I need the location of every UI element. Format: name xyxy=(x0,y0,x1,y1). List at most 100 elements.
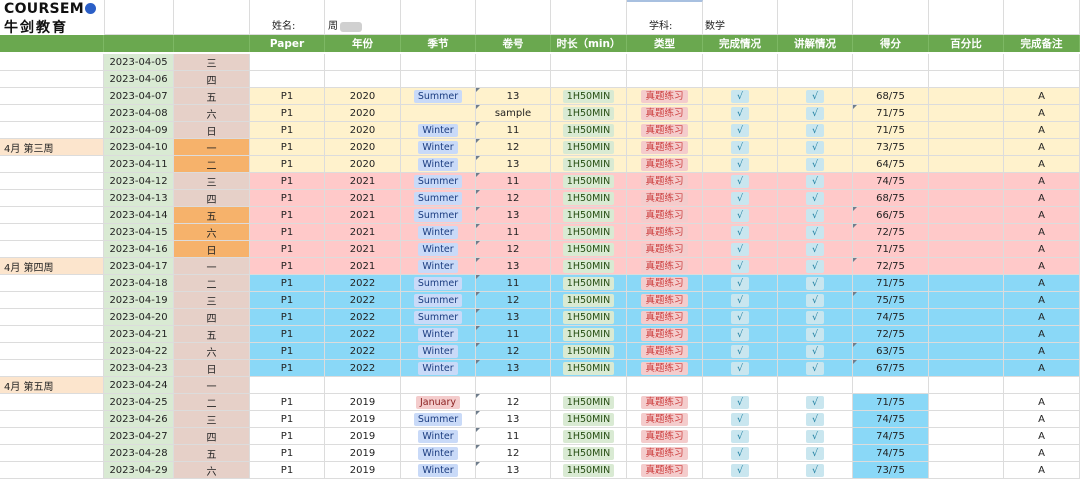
cell-vol[interactable]: 13 xyxy=(476,462,551,479)
cell-type[interactable]: 真题练习 xyxy=(627,462,703,479)
cell-season[interactable]: Winter xyxy=(401,326,476,343)
cell-paper[interactable]: P1 xyxy=(250,360,325,377)
cell-year[interactable]: 2020 xyxy=(325,105,401,122)
cell-dur[interactable]: 1H50MIN xyxy=(551,326,627,343)
cell-pct[interactable] xyxy=(929,224,1004,241)
cell-score[interactable]: 71/75 xyxy=(853,122,929,139)
cell-season[interactable]: Summer xyxy=(401,309,476,326)
cell-exp[interactable] xyxy=(778,71,853,88)
cell-year[interactable]: 2019 xyxy=(325,445,401,462)
cell-date[interactable]: 2023-04-12 xyxy=(104,173,174,190)
cell-pct[interactable] xyxy=(929,122,1004,139)
cell-season[interactable]: Winter xyxy=(401,343,476,360)
cell-year[interactable] xyxy=(325,54,401,71)
cell-dur[interactable]: 1H50MIN xyxy=(551,139,627,156)
cell-exp[interactable]: √ xyxy=(778,360,853,377)
cell-vol[interactable]: 13 xyxy=(476,156,551,173)
cell-year[interactable]: 2022 xyxy=(325,360,401,377)
cell-week[interactable] xyxy=(0,428,104,445)
cell-week[interactable] xyxy=(0,173,104,190)
header-type[interactable]: 类型 xyxy=(627,35,703,52)
cell-year[interactable]: 2022 xyxy=(325,326,401,343)
cell-year[interactable]: 2021 xyxy=(325,190,401,207)
cell-score[interactable]: 68/75 xyxy=(853,190,929,207)
cell-date[interactable]: 2023-04-29 xyxy=(104,462,174,479)
cell-season[interactable]: Winter xyxy=(401,360,476,377)
cell-done[interactable]: √ xyxy=(703,122,778,139)
cell-season[interactable] xyxy=(401,54,476,71)
cell-paper[interactable]: P1 xyxy=(250,88,325,105)
cell-type[interactable]: 真题练习 xyxy=(627,394,703,411)
cell-paper[interactable]: P1 xyxy=(250,105,325,122)
cell-dur[interactable]: 1H50MIN xyxy=(551,105,627,122)
cell-exp[interactable]: √ xyxy=(778,207,853,224)
cell-weekday[interactable]: 四 xyxy=(174,71,250,88)
top-blank-cell[interactable] xyxy=(104,0,174,35)
cell-done[interactable]: √ xyxy=(703,258,778,275)
cell-note[interactable]: A xyxy=(1004,122,1080,139)
cell-note[interactable]: A xyxy=(1004,309,1080,326)
cell-paper[interactable]: P1 xyxy=(250,343,325,360)
cell-type[interactable]: 真题练习 xyxy=(627,275,703,292)
header-year[interactable]: 年份 xyxy=(325,35,401,52)
cell-vol[interactable]: 13 xyxy=(476,258,551,275)
cell-type[interactable]: 真题练习 xyxy=(627,428,703,445)
cell-note[interactable]: A xyxy=(1004,394,1080,411)
cell-date[interactable]: 2023-04-22 xyxy=(104,343,174,360)
cell-note[interactable]: A xyxy=(1004,156,1080,173)
cell-vol[interactable]: 12 xyxy=(476,139,551,156)
cell-dur[interactable]: 1H50MIN xyxy=(551,462,627,479)
cell-date[interactable]: 2023-04-26 xyxy=(104,411,174,428)
header-cell-blank[interactable] xyxy=(104,35,174,52)
cell-vol[interactable]: 12 xyxy=(476,190,551,207)
header-paper[interactable]: Paper xyxy=(250,35,325,52)
cell-type[interactable]: 真题练习 xyxy=(627,88,703,105)
cell-weekday[interactable]: 六 xyxy=(174,105,250,122)
cell-note[interactable] xyxy=(1004,377,1080,394)
cell-pct[interactable] xyxy=(929,292,1004,309)
cell-pct[interactable] xyxy=(929,343,1004,360)
top-blank-cell[interactable] xyxy=(551,0,627,35)
cell-dur[interactable] xyxy=(551,71,627,88)
cell-weekday[interactable]: 一 xyxy=(174,377,250,394)
cell-season[interactable]: Summer xyxy=(401,207,476,224)
cell-done[interactable]: √ xyxy=(703,88,778,105)
cell-note[interactable]: A xyxy=(1004,224,1080,241)
cell-season[interactable]: Summer xyxy=(401,190,476,207)
cell-week[interactable] xyxy=(0,88,104,105)
header-completion[interactable]: 完成情况 xyxy=(703,35,778,52)
cell-dur[interactable]: 1H50MIN xyxy=(551,411,627,428)
cell-exp[interactable]: √ xyxy=(778,88,853,105)
cell-paper[interactable]: P1 xyxy=(250,326,325,343)
cell-paper[interactable]: P1 xyxy=(250,156,325,173)
cell-year[interactable]: 2021 xyxy=(325,173,401,190)
cell-exp[interactable] xyxy=(778,54,853,71)
cell-vol[interactable]: 12 xyxy=(476,292,551,309)
cell-season[interactable]: January xyxy=(401,394,476,411)
top-blank-cell[interactable] xyxy=(174,0,250,35)
cell-week[interactable] xyxy=(0,445,104,462)
cell-paper[interactable]: P1 xyxy=(250,139,325,156)
header-volume[interactable]: 卷号 xyxy=(476,35,551,52)
header-remarks[interactable]: 完成备注 xyxy=(1004,35,1080,52)
cell-paper[interactable]: P1 xyxy=(250,445,325,462)
cell-weekday[interactable]: 三 xyxy=(174,173,250,190)
cell-pct[interactable] xyxy=(929,394,1004,411)
cell-done[interactable]: √ xyxy=(703,292,778,309)
cell-season[interactable]: Winter xyxy=(401,156,476,173)
cell-pct[interactable] xyxy=(929,173,1004,190)
cell-week[interactable] xyxy=(0,411,104,428)
cell-pct[interactable] xyxy=(929,411,1004,428)
cell-weekday[interactable]: 六 xyxy=(174,224,250,241)
cell-week[interactable]: 4月 第四周 xyxy=(0,258,104,275)
cell-date[interactable]: 2023-04-06 xyxy=(104,71,174,88)
cell-season[interactable]: Summer xyxy=(401,173,476,190)
cell-date[interactable]: 2023-04-21 xyxy=(104,326,174,343)
cell-weekday[interactable]: 四 xyxy=(174,309,250,326)
cell-pct[interactable] xyxy=(929,190,1004,207)
cell-dur[interactable]: 1H50MIN xyxy=(551,190,627,207)
cell-weekday[interactable]: 四 xyxy=(174,190,250,207)
header-percentage[interactable]: 百分比 xyxy=(929,35,1004,52)
cell-weekday[interactable]: 日 xyxy=(174,241,250,258)
cell-vol[interactable]: 12 xyxy=(476,394,551,411)
